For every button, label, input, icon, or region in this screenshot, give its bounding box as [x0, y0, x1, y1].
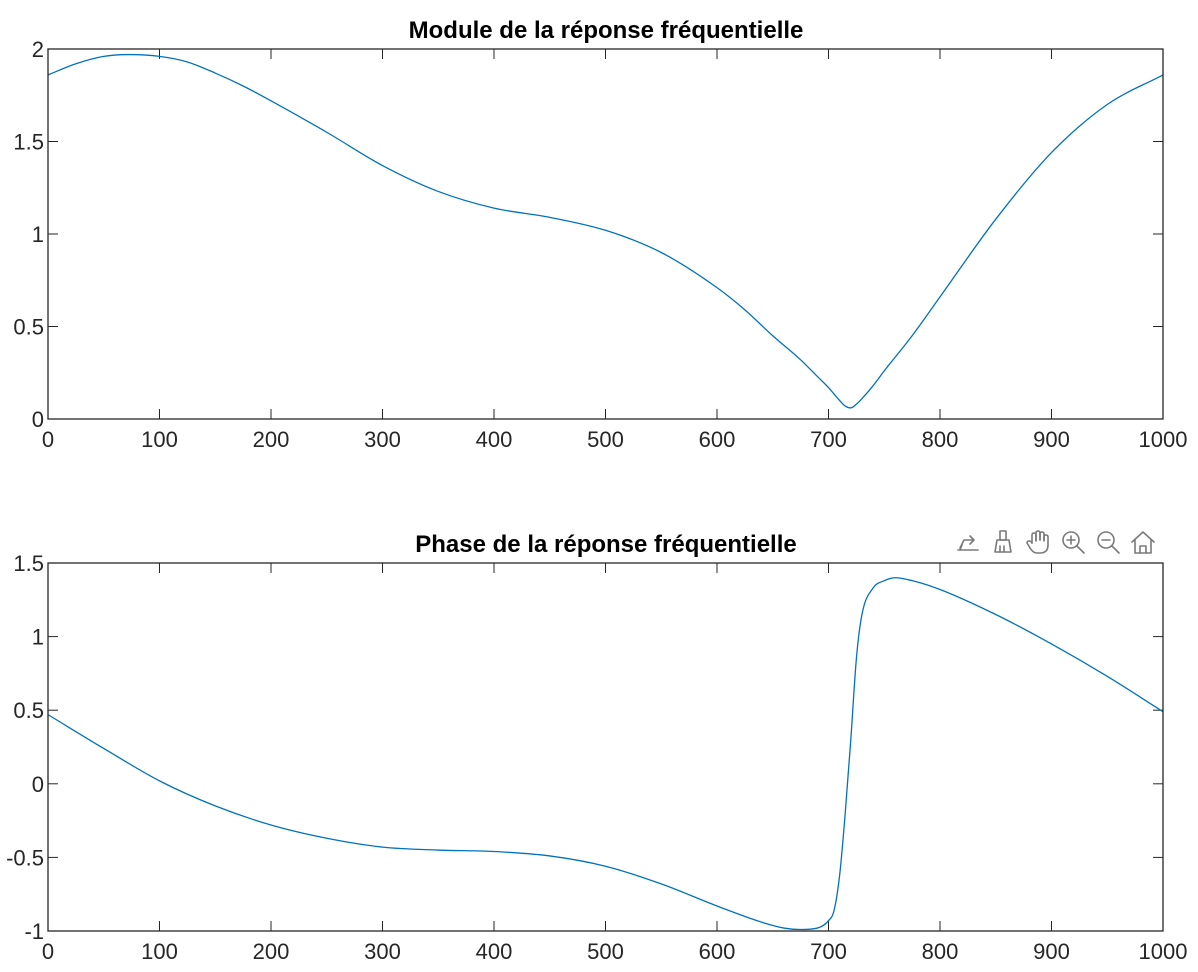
- brush-button[interactable]: [987, 527, 1019, 561]
- y-tick-label: 0: [32, 772, 44, 797]
- export-icon: [954, 528, 982, 561]
- y-tick-label: 0.5: [13, 698, 44, 723]
- phase-y-ticks: -1 -0.5 0 0.5 1 1.5: [6, 551, 1163, 944]
- x-tick-label: 700: [810, 939, 847, 964]
- magnitude-subplot[interactable]: Module de la réponse fréquentielle 0 0.5 1…: [13, 17, 1187, 452]
- x-tick-label: 200: [253, 427, 290, 452]
- x-tick-label: 900: [1033, 427, 1070, 452]
- x-tick-label: 800: [922, 939, 959, 964]
- y-tick-label: 0: [32, 407, 44, 432]
- zoom-out-button[interactable]: [1092, 527, 1124, 561]
- x-tick-label: 700: [810, 427, 847, 452]
- home-icon: [1129, 528, 1157, 561]
- axes-toolbar: [952, 526, 1159, 562]
- x-tick-label: 600: [699, 939, 736, 964]
- x-tick-label: 800: [922, 427, 959, 452]
- phase-chart-title: Phase de la réponse fréquentielle: [415, 531, 796, 558]
- phase-series-line: [47, 577, 1164, 931]
- pan-hand-icon: [1024, 528, 1052, 561]
- x-tick-label: 300: [364, 939, 401, 964]
- phase-x-ticks: 0 100 200 300 400 500 600 700 800 900 1000: [42, 563, 1188, 964]
- export-button[interactable]: [952, 527, 984, 561]
- pan-button[interactable]: [1022, 527, 1054, 561]
- y-tick-label: 1.5: [13, 551, 44, 576]
- y-tick-label: 1.5: [13, 130, 44, 155]
- phase-subplot[interactable]: Phase de la réponse fréquentielle -1 -0.5…: [6, 531, 1187, 964]
- y-tick-label: -0.5: [6, 845, 44, 870]
- phase-plot-area[interactable]: [47, 577, 1164, 931]
- magnitude-axes-box: [47, 48, 1164, 420]
- y-tick-label: -1: [24, 919, 44, 944]
- zoom-in-button[interactable]: [1057, 527, 1089, 561]
- x-tick-label: 400: [476, 939, 513, 964]
- x-tick-label: 100: [141, 939, 178, 964]
- x-tick-label: 500: [587, 427, 624, 452]
- brush-icon: [989, 528, 1017, 561]
- y-tick-label: 1: [32, 625, 44, 650]
- x-tick-label: 200: [253, 939, 290, 964]
- x-tick-label: 400: [476, 427, 513, 452]
- y-tick-label: 1: [32, 222, 44, 247]
- home-button[interactable]: [1127, 527, 1159, 561]
- x-tick-label: 600: [699, 427, 736, 452]
- magnitude-y-ticks: 0 0.5 1 1.5 2: [13, 37, 1163, 432]
- y-tick-label: 0.5: [13, 315, 44, 340]
- x-tick-label: 0: [42, 939, 54, 964]
- magnitude-x-ticks: 0 100 200 300 400 500 600 700 800 900 1000: [42, 49, 1188, 452]
- magnitude-series-line: [47, 53, 1164, 409]
- x-tick-label: 500: [587, 939, 624, 964]
- x-tick-label: 300: [364, 427, 401, 452]
- x-tick-label: 0: [42, 427, 54, 452]
- y-tick-label: 2: [32, 37, 44, 62]
- x-tick-label: 1000: [1139, 427, 1188, 452]
- x-tick-label: 900: [1033, 939, 1070, 964]
- magnitude-plot-area[interactable]: [47, 53, 1164, 409]
- x-tick-label: 1000: [1139, 939, 1188, 964]
- zoom-out-icon: [1094, 528, 1122, 561]
- phase-axes-box: [47, 562, 1164, 932]
- x-tick-label: 100: [141, 427, 178, 452]
- magnitude-chart-title: Module de la réponse fréquentielle: [409, 17, 804, 44]
- zoom-in-icon: [1059, 528, 1087, 561]
